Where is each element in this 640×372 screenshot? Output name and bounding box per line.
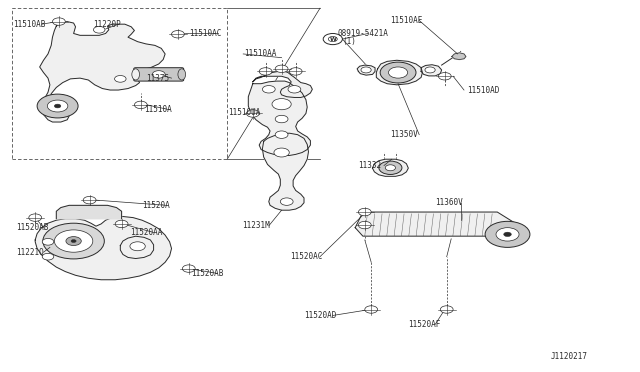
Text: 11520AC: 11520AC <box>290 252 323 261</box>
Circle shape <box>275 115 288 123</box>
Circle shape <box>134 101 147 109</box>
Circle shape <box>328 36 337 42</box>
Polygon shape <box>50 226 97 257</box>
Polygon shape <box>120 236 154 259</box>
Circle shape <box>42 253 54 260</box>
Polygon shape <box>40 22 165 122</box>
Circle shape <box>182 265 195 272</box>
Text: 11510AD: 11510AD <box>467 86 500 94</box>
Polygon shape <box>421 65 442 76</box>
Text: 11520AF: 11520AF <box>408 320 441 329</box>
Text: 11221Q: 11221Q <box>16 248 44 257</box>
Circle shape <box>361 67 371 73</box>
Polygon shape <box>253 71 312 97</box>
Polygon shape <box>372 159 408 176</box>
Circle shape <box>280 198 293 205</box>
Circle shape <box>43 223 104 259</box>
Circle shape <box>52 18 65 25</box>
Circle shape <box>275 131 288 138</box>
Text: 11510AC: 11510AC <box>189 29 221 38</box>
Circle shape <box>323 33 342 45</box>
Circle shape <box>288 86 301 93</box>
Circle shape <box>152 71 165 78</box>
Circle shape <box>83 196 96 204</box>
Text: (1): (1) <box>342 37 356 46</box>
Text: 11332: 11332 <box>358 161 381 170</box>
Text: 11520A: 11520A <box>142 201 170 210</box>
Text: 11510AA: 11510AA <box>244 49 277 58</box>
Text: 11510AB: 11510AB <box>13 20 45 29</box>
Circle shape <box>496 228 519 241</box>
Circle shape <box>259 68 272 75</box>
Text: 11520AD: 11520AD <box>304 311 337 320</box>
Circle shape <box>130 242 145 251</box>
Circle shape <box>54 104 61 108</box>
Text: 08919-5421A: 08919-5421A <box>337 29 388 38</box>
Circle shape <box>380 62 416 83</box>
Text: 11231M: 11231M <box>242 221 269 230</box>
Text: 11220P: 11220P <box>93 20 120 29</box>
Text: 11360V: 11360V <box>435 198 463 207</box>
Circle shape <box>425 67 435 73</box>
Circle shape <box>275 65 288 73</box>
Polygon shape <box>35 217 172 280</box>
Text: W: W <box>330 36 336 42</box>
Text: 11510AE: 11510AE <box>390 16 423 25</box>
Polygon shape <box>56 205 122 219</box>
Circle shape <box>115 220 128 228</box>
Polygon shape <box>262 133 308 210</box>
Circle shape <box>29 214 42 221</box>
Text: 11375: 11375 <box>146 74 169 83</box>
Circle shape <box>37 94 78 118</box>
Circle shape <box>379 161 402 174</box>
Circle shape <box>172 31 184 38</box>
Text: 11520AA: 11520AA <box>130 228 163 237</box>
FancyBboxPatch shape <box>134 68 184 81</box>
Circle shape <box>47 100 68 112</box>
Ellipse shape <box>178 69 186 80</box>
Circle shape <box>365 306 378 313</box>
Text: 11350V: 11350V <box>390 130 418 139</box>
Circle shape <box>440 306 453 313</box>
Polygon shape <box>452 53 466 60</box>
Circle shape <box>115 76 126 82</box>
Ellipse shape <box>132 69 140 80</box>
Circle shape <box>504 232 511 237</box>
Circle shape <box>262 86 275 93</box>
Text: 11520AB: 11520AB <box>16 223 49 232</box>
Circle shape <box>274 148 289 157</box>
Text: 11510UA: 11510UA <box>228 108 261 117</box>
Circle shape <box>42 238 54 245</box>
Circle shape <box>272 99 291 110</box>
Circle shape <box>246 110 259 117</box>
Circle shape <box>54 230 93 252</box>
Circle shape <box>71 240 76 243</box>
Polygon shape <box>248 81 310 155</box>
Text: J1120217: J1120217 <box>550 352 588 361</box>
Circle shape <box>66 237 81 246</box>
Text: 11510A: 11510A <box>144 105 172 114</box>
Circle shape <box>358 221 371 229</box>
Polygon shape <box>355 212 515 246</box>
Circle shape <box>358 208 371 216</box>
Circle shape <box>438 73 451 80</box>
Circle shape <box>388 67 408 78</box>
Circle shape <box>485 221 530 247</box>
Text: 11520AB: 11520AB <box>191 269 223 278</box>
Polygon shape <box>357 65 375 75</box>
Circle shape <box>289 68 302 75</box>
Circle shape <box>93 26 105 33</box>
Circle shape <box>385 165 396 171</box>
Polygon shape <box>376 60 422 85</box>
